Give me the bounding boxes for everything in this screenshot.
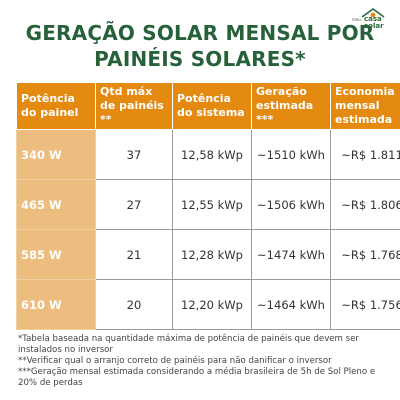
footnotes: *Tabela baseada na quantidade máxima de …: [18, 334, 388, 389]
cell-savings: ~R$ 1.811: [330, 129, 400, 180]
header-estimated-savings: Economia mensal estimada: [330, 82, 400, 130]
cell-max-panels: 27: [95, 179, 173, 230]
roof-sun-icon: [361, 8, 385, 18]
logo-small-text: meu: [352, 17, 361, 22]
cell-savings: ~R$ 1.768: [330, 229, 400, 280]
cell-system-power: 12,55 kWp: [172, 179, 252, 230]
page-title: GERAÇÃO SOLAR MENSAL POR PAINÉIS SOLARES…: [0, 20, 400, 72]
cell-panel-power: 585 W: [16, 229, 96, 280]
table-row: 465 W 27 12,55 kWp ~1506 kWh ~R$ 1.806: [16, 179, 400, 230]
title-line-1: GERAÇÃO SOLAR MENSAL POR: [25, 21, 375, 45]
cell-panel-power: 610 W: [16, 279, 96, 330]
footnote-3: ***Geração mensal estimada considerando …: [18, 367, 376, 388]
cell-savings: ~R$ 1.806: [330, 179, 400, 230]
cell-generation: ~1474 kWh: [251, 229, 331, 280]
logo-word-casa: casa: [364, 15, 382, 23]
header-panel-power: Potência do painel: [16, 82, 96, 130]
table-row: 585 W 21 12,28 kWp ~1474 kWh ~R$ 1.768: [16, 229, 400, 280]
table-header-row: Potência do painel Qtd máx de painéis **…: [16, 82, 400, 130]
footnote-2: **Verificar qual o arranjo correto de pa…: [18, 356, 332, 366]
cell-system-power: 12,28 kWp: [172, 229, 252, 280]
cell-max-panels: 20: [95, 279, 173, 330]
cell-generation: ~1510 kWh: [251, 129, 331, 180]
cell-savings: ~R$ 1.756: [330, 279, 400, 330]
table-row: 340 W 37 12,58 kWp ~1510 kWh ~R$ 1.811: [16, 129, 400, 180]
header-estimated-generation: Geração estimada ***: [251, 82, 331, 130]
cell-generation: ~1506 kWh: [251, 179, 331, 230]
cell-max-panels: 37: [95, 129, 173, 180]
header-system-power: Potência do sistema: [172, 82, 252, 130]
logo-word-solar: solar: [364, 22, 384, 30]
footnote-1: *Tabela baseada na quantidade máxima de …: [18, 334, 359, 355]
title-line-2: PAINÉIS SOLARES*: [94, 47, 306, 71]
cell-system-power: 12,58 kWp: [172, 129, 252, 180]
table-row: 610 W 20 12,20 kWp ~1464 kWh ~R$ 1.756: [16, 279, 400, 330]
cell-panel-power: 465 W: [16, 179, 96, 230]
header-max-panels: Qtd máx de painéis **: [95, 82, 173, 130]
cell-panel-power: 340 W: [16, 129, 96, 180]
cell-generation: ~1464 kWh: [251, 279, 331, 330]
cell-system-power: 12,20 kWp: [172, 279, 252, 330]
cell-max-panels: 21: [95, 229, 173, 280]
brand-logo: meu casa solar: [352, 6, 394, 32]
generation-table: Potência do painel Qtd máx de painéis **…: [16, 82, 400, 330]
